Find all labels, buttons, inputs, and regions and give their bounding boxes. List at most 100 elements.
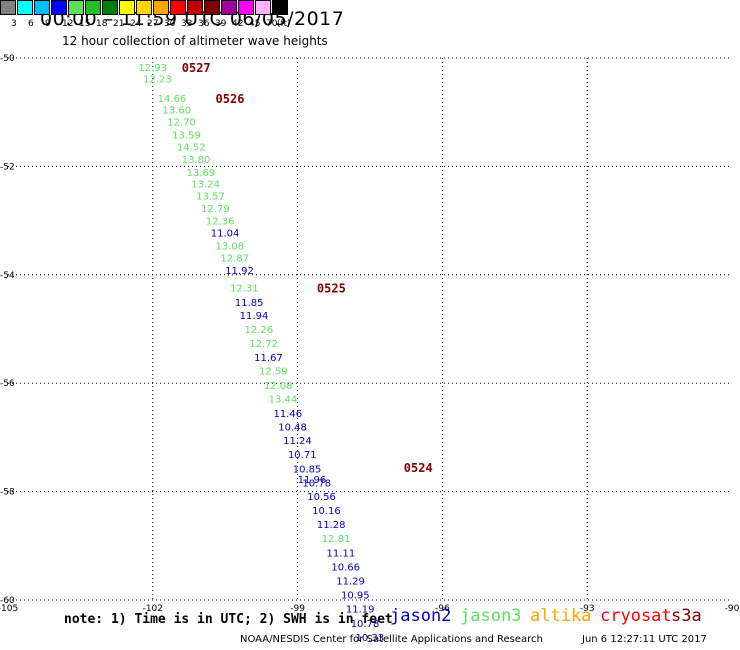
wave-height-value: 13.44 xyxy=(269,394,298,405)
wave-height-value: 10.78 xyxy=(351,619,380,630)
legend-label: 70 xyxy=(266,19,278,29)
latitude-tick-label: -50 xyxy=(0,54,15,64)
satellite-legend-cryosat: cryosat xyxy=(600,606,672,626)
legend-label: 21 xyxy=(113,19,125,29)
wave-height-value: 12.93 xyxy=(138,63,167,74)
wave-height-value: 10.85 xyxy=(293,464,322,475)
legend-label: 42 xyxy=(232,19,244,29)
wave-height-value: 12.79 xyxy=(201,204,230,215)
legend-swatch xyxy=(255,0,271,15)
wave-height-value: 11.85 xyxy=(235,298,264,309)
legend-swatch xyxy=(102,0,118,15)
legend-label: 15 xyxy=(79,19,91,29)
map-subtitle: 12 hour collection of altimeter wave hei… xyxy=(62,34,328,48)
legend-swatch xyxy=(119,0,135,15)
wave-height-value: 13.24 xyxy=(191,180,220,191)
legend-swatch xyxy=(153,0,169,15)
latitude-tick-label: -60 xyxy=(0,596,15,606)
day-marker-label: 0527 xyxy=(182,61,211,75)
legend-swatch xyxy=(238,0,254,15)
wave-height-value: 10.48 xyxy=(278,423,307,434)
satellite-legend-altika: altika xyxy=(530,606,592,626)
wave-height-value: 11.67 xyxy=(254,353,283,364)
legend-label: 18 xyxy=(96,19,108,29)
wave-height-value: 13.59 xyxy=(172,130,201,141)
wave-height-value: 10.56 xyxy=(307,492,336,503)
wave-height-value: 12.59 xyxy=(259,367,288,378)
wave-height-value: 11.29 xyxy=(336,576,365,587)
legend-label: 39 xyxy=(215,19,227,29)
legend-label: 27 xyxy=(147,19,159,29)
legend-label: 36 xyxy=(198,19,210,29)
legend-unit: (ft) xyxy=(277,19,291,29)
wave-height-value: 12.23 xyxy=(143,75,172,86)
satellite-legend-jason3: jason3 xyxy=(460,606,522,626)
wave-height-value: 11.11 xyxy=(327,548,356,559)
wave-height-value: 10.66 xyxy=(331,562,360,573)
longitude-tick-label: -102 xyxy=(143,604,163,614)
legend-swatch xyxy=(68,0,84,15)
wave-height-value: 12.70 xyxy=(167,117,196,128)
latitude-tick-label: -54 xyxy=(0,271,15,281)
footer-note: note: 1) Time is in UTC; 2) SWH is in fe… xyxy=(64,612,393,627)
wave-height-value: 11.28 xyxy=(317,520,346,531)
wave-height-value: 12.81 xyxy=(322,534,351,545)
wave-height-value: 13.57 xyxy=(196,192,225,203)
wave-height-value: 10.33 xyxy=(356,633,385,644)
legend-label: 24 xyxy=(130,19,142,29)
legend-swatch xyxy=(272,0,288,15)
legend-swatch xyxy=(51,0,67,15)
wave-height-value: 10.95 xyxy=(341,591,370,602)
day-marker-label: 0524 xyxy=(404,461,433,475)
satellite-legend-s3a: s3a xyxy=(671,606,702,626)
legend-label: 33 xyxy=(181,19,193,29)
day-marker-label: 0526 xyxy=(216,92,245,106)
longitude-tick-label: -99 xyxy=(290,604,305,614)
legend-swatch xyxy=(204,0,220,15)
wave-height-value: 11.46 xyxy=(273,409,302,420)
wave-height-value: 11.94 xyxy=(240,311,269,322)
wave-height-value: 13.08 xyxy=(216,242,245,253)
latitude-tick-label: -56 xyxy=(0,379,15,389)
legend-swatch xyxy=(34,0,50,15)
wave-height-value: 13.80 xyxy=(182,155,211,166)
wave-height-value: 12.26 xyxy=(245,325,274,336)
day-marker-label: 0525 xyxy=(317,281,346,295)
legend-swatch xyxy=(187,0,203,15)
longitude-tick-label: -96 xyxy=(435,604,450,614)
wave-height-value: 11.19 xyxy=(346,605,375,616)
wave-height-value: 11.04 xyxy=(211,229,240,240)
latitude-tick-label: -58 xyxy=(0,488,15,498)
wave-height-value: 12.72 xyxy=(249,339,278,350)
legend-swatch xyxy=(0,0,16,15)
credit-text: NOAA/NESDIS Center for Satellite Applica… xyxy=(240,634,543,645)
longitude-tick-label: -105 xyxy=(0,604,18,614)
wave-height-value: 11.96 xyxy=(298,475,327,486)
wave-height-value: 12.31 xyxy=(230,283,259,294)
timestamp-text: Jun 6 12:27:11 UTC 2017 xyxy=(582,634,707,645)
legend-swatch xyxy=(17,0,33,15)
wave-height-value: 14.52 xyxy=(177,142,206,153)
legend-label: 45 xyxy=(249,19,261,29)
longitude-tick-label: -93 xyxy=(580,604,595,614)
wave-height-value: 10.71 xyxy=(288,450,317,461)
legend-label: 9 xyxy=(45,19,51,29)
satellite-legend-jason2: jason2 xyxy=(390,606,452,626)
wave-height-value: 10.16 xyxy=(312,506,341,517)
longitude-tick-label: -90 xyxy=(725,604,740,614)
legend-label: 6 xyxy=(28,19,34,29)
legend-label: 12 xyxy=(62,19,74,29)
wave-height-value: 11.92 xyxy=(225,266,254,277)
legend-swatch xyxy=(221,0,237,15)
latitude-tick-label: -52 xyxy=(0,162,15,172)
wave-height-value: 14.66 xyxy=(158,94,187,105)
wave-height-value: 11.24 xyxy=(283,436,312,447)
wave-height-value: 13.69 xyxy=(187,168,216,179)
legend-label: 30 xyxy=(164,19,176,29)
wave-height-value: 12.08 xyxy=(264,381,293,392)
wave-height-value: 12.87 xyxy=(220,253,249,264)
wave-height-value: 13.60 xyxy=(162,105,191,116)
legend-label: 3 xyxy=(11,19,17,29)
legend-swatch xyxy=(170,0,186,15)
